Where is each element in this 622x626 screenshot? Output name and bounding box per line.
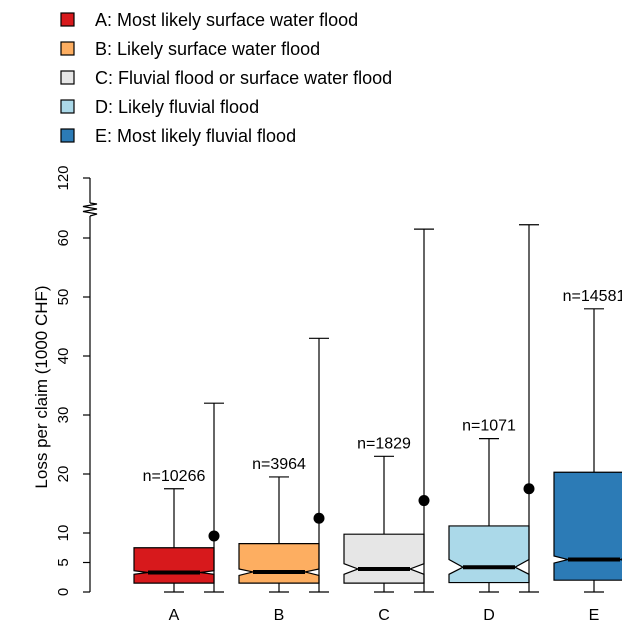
- box-c: [343, 533, 425, 584]
- x-category-e: E: [589, 607, 600, 624]
- y-tick-label: 50: [55, 289, 72, 306]
- legend-swatch-e: [60, 128, 75, 143]
- mean-point-d: [523, 483, 535, 495]
- axis-break-mark: [82, 202, 98, 217]
- x-category-d: D: [483, 607, 495, 624]
- box-group-e: n=14581: [553, 288, 622, 593]
- x-category-b: B: [274, 607, 285, 624]
- x-category-c: C: [378, 607, 390, 624]
- y-axis-label: Loss per claim (1000 CHF): [32, 285, 51, 488]
- y-tick-label: 10: [55, 525, 72, 542]
- box-e: [553, 471, 622, 581]
- n-label-c: n=1829: [357, 435, 411, 452]
- y-tick-label: 0: [55, 588, 72, 596]
- legend-label-d: D: Likely fluvial flood: [95, 97, 259, 117]
- box-d: [448, 525, 530, 584]
- mean-point-a: [208, 530, 220, 542]
- box-group-c: n=1829: [343, 228, 434, 593]
- y-tick-label: 120: [55, 165, 72, 190]
- mean-point-c: [418, 495, 430, 507]
- legend-swatch-d: [60, 99, 75, 114]
- y-axis: 0 5 10 20 30 40 50 60 120: [55, 165, 98, 596]
- box-group-b: n=3964: [238, 337, 329, 593]
- box-group-a: n=10266: [133, 402, 224, 593]
- n-label-e: n=14581: [563, 288, 622, 305]
- box-a: [133, 547, 215, 584]
- legend-swatch-a: [60, 12, 75, 27]
- y-tick-label: 40: [55, 348, 72, 365]
- legend-label-c: C: Fluvial flood or surface water flood: [95, 68, 392, 88]
- y-tick-label: 5: [55, 558, 72, 566]
- box-b: [238, 543, 320, 584]
- n-label-b: n=3964: [252, 456, 306, 473]
- legend-swatch-c: [60, 70, 75, 85]
- y-tick-label: 20: [55, 466, 72, 483]
- y-tick-label: 60: [55, 230, 72, 247]
- legend-label-e: E: Most likely fluvial flood: [95, 126, 296, 146]
- x-axis-labels: A B C D E: [169, 607, 600, 624]
- legend: A: Most likely surface water flood B: Lik…: [60, 10, 392, 146]
- n-label-d: n=1071: [462, 418, 516, 435]
- plot-area: n=10266 n=3964 n=1829 n=1071 n=14581: [133, 224, 622, 593]
- mean-point-b: [313, 512, 325, 524]
- legend-label-b: B: Likely surface water flood: [95, 39, 320, 59]
- n-label-a: n=10266: [143, 468, 206, 485]
- x-category-a: A: [169, 607, 180, 624]
- y-tick-label: 30: [55, 407, 72, 424]
- legend-swatch-b: [60, 41, 75, 56]
- box-group-d: n=1071: [448, 224, 539, 593]
- legend-label-a: A: Most likely surface water flood: [95, 10, 358, 30]
